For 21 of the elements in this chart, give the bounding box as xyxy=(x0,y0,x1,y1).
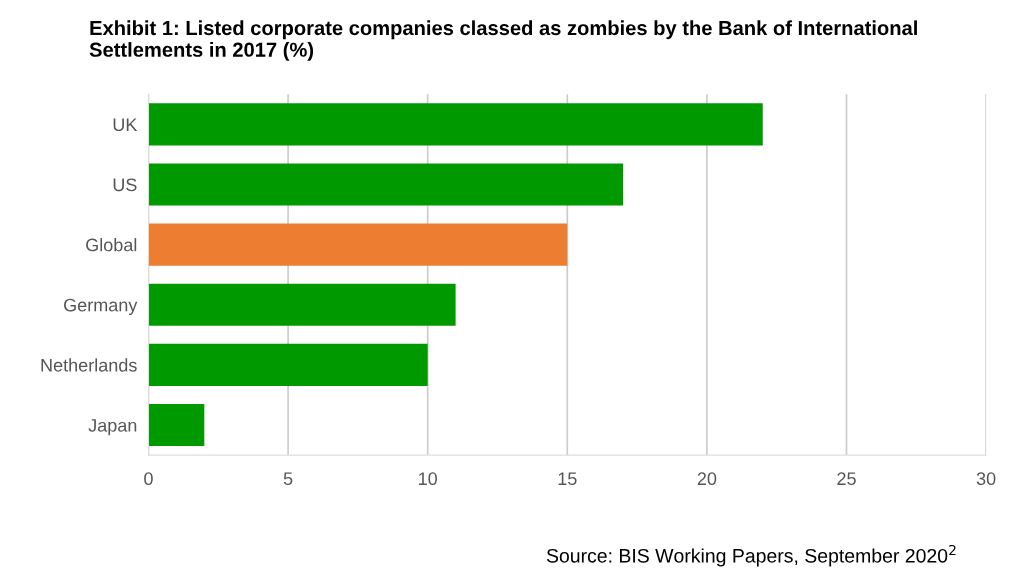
x-tick-label: 20 xyxy=(697,472,717,486)
y-tick-label: UK xyxy=(113,118,138,132)
bar xyxy=(148,223,568,266)
bar xyxy=(148,163,624,206)
y-tick-label: Japan xyxy=(88,419,137,436)
y-tick-label: Netherlands xyxy=(41,358,137,372)
bar xyxy=(148,404,205,447)
bar xyxy=(148,103,763,146)
x-tick-label: 5 xyxy=(283,472,293,486)
y-tick-label: Global xyxy=(86,238,137,252)
y-tick-label: US xyxy=(113,178,137,192)
bar xyxy=(148,283,456,326)
source-note: Source: BIS Working Papers, September 2020$^{2}$ xyxy=(546,544,956,567)
x-tick-label: 10 xyxy=(419,472,438,486)
y-tick-label: Germany xyxy=(64,298,138,316)
chart-title: Exhibit 1: Listed corporate companies classed as zombies by the Bank of International Settlements in 2017 (%) xyxy=(89,20,917,61)
bar xyxy=(148,343,428,386)
x-tick-label: 15 xyxy=(558,472,577,486)
x-tick-label: 0 xyxy=(144,472,153,486)
x-tick-label: 25 xyxy=(837,472,856,486)
x-tick-label: 30 xyxy=(976,472,996,486)
